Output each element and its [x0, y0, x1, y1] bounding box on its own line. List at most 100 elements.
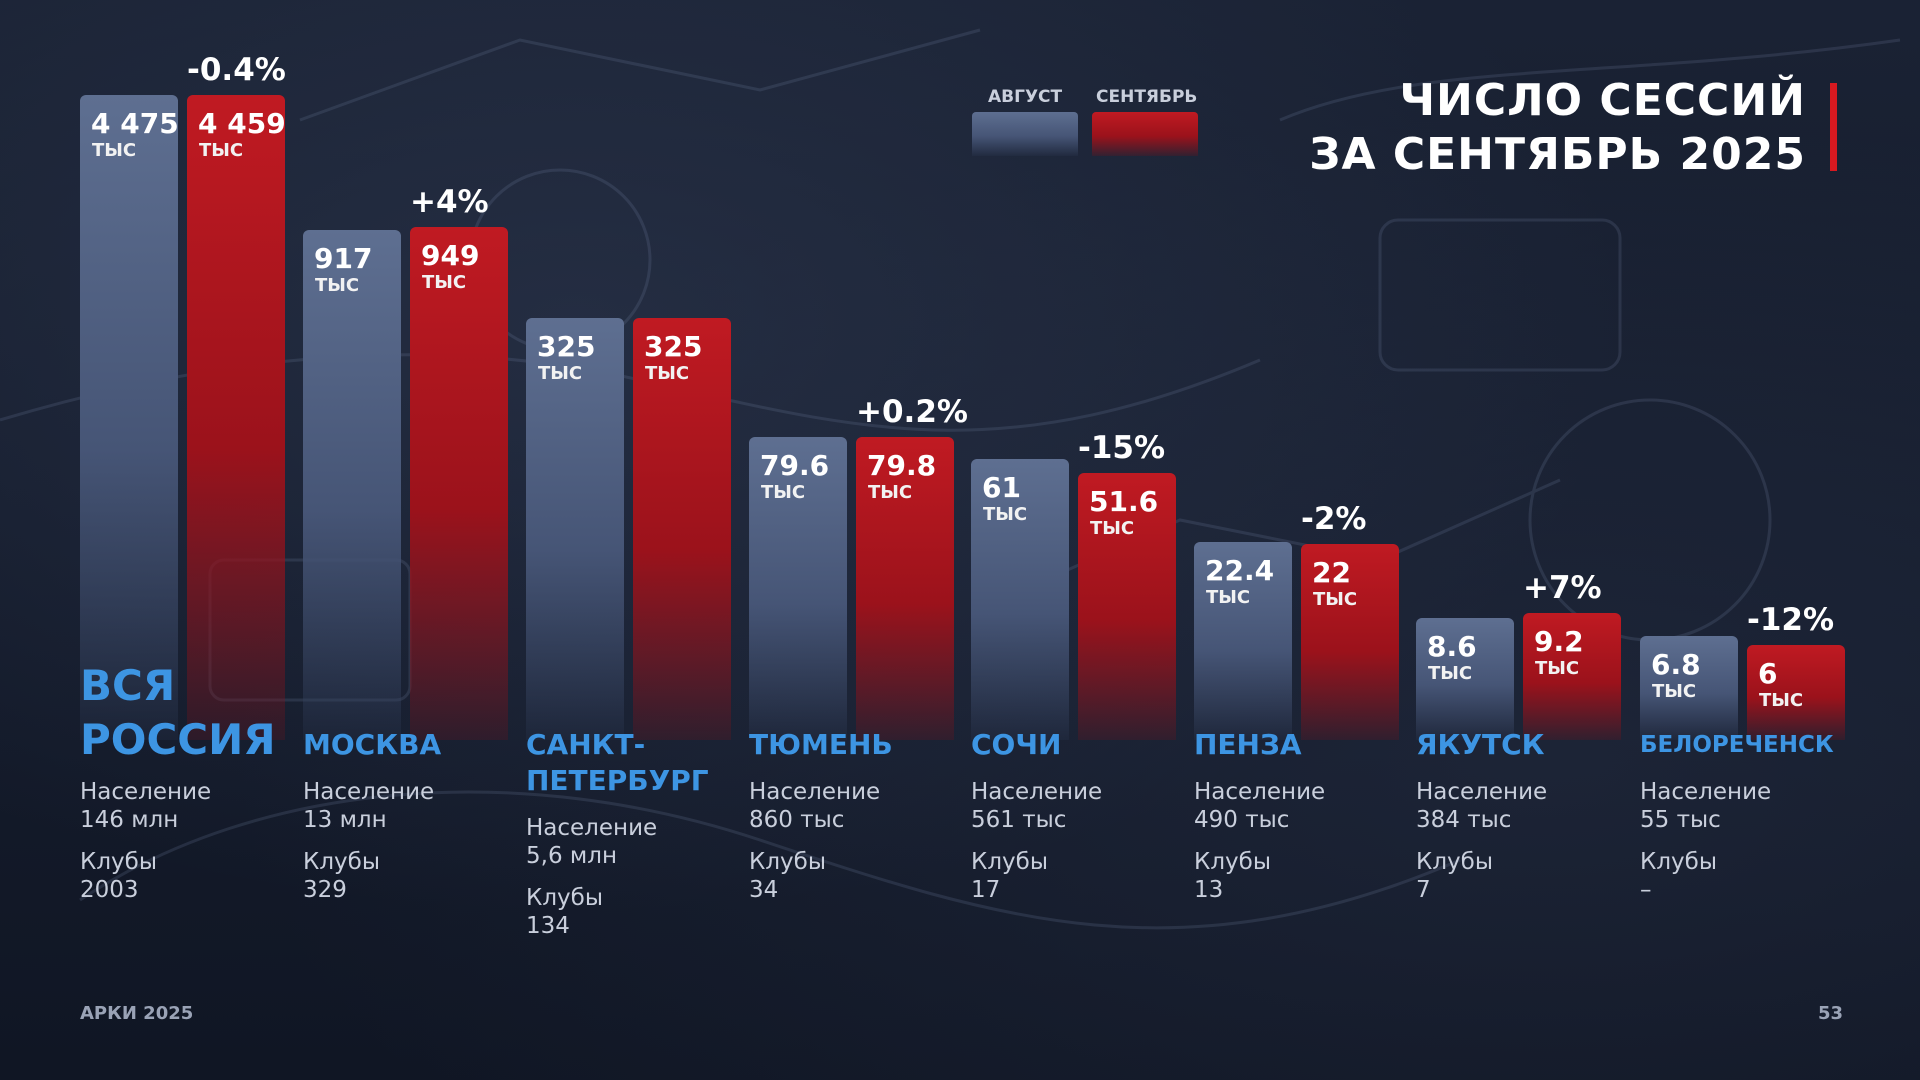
- clubs-label: Клубы: [80, 849, 157, 875]
- city-name: МОСКВА: [303, 728, 442, 761]
- city-name: ПЕНЗА: [1194, 728, 1302, 761]
- bar-august: [1194, 542, 1292, 740]
- bar-unit-august: ТЫС: [1652, 680, 1697, 702]
- city-name-line-2: ПЕТЕРБУРГ: [526, 764, 709, 797]
- title-accent-bar: [1830, 83, 1837, 171]
- bar-value-august: 8.6: [1427, 630, 1477, 664]
- population-label: Население: [971, 779, 1103, 805]
- bar-value-september: 6: [1758, 657, 1778, 690]
- bar-unit-september: ТЫС: [1759, 690, 1804, 711]
- bar-value-august: 6.8: [1651, 647, 1701, 681]
- bar-value-september: 4 459: [198, 107, 286, 141]
- page-title-line-1: ЧИСЛО СЕССИЙ: [1399, 75, 1806, 126]
- bar-september: [410, 226, 508, 740]
- population-value: 13 млн: [303, 807, 387, 833]
- population-label: Население: [80, 779, 212, 805]
- clubs-value: 134: [526, 913, 570, 939]
- clubs-value: 13: [1194, 877, 1224, 903]
- bar-unit-september: ТЫС: [1535, 657, 1580, 679]
- population-value: 561 тыс: [971, 807, 1067, 833]
- bar-unit-august: ТЫС: [538, 363, 583, 384]
- clubs-value: 34: [749, 877, 779, 903]
- change-percent: -2%: [1301, 500, 1367, 537]
- bar-unit-september: ТЫС: [1090, 518, 1135, 540]
- legend-august-label: АВГУСТ: [988, 87, 1063, 107]
- population-label: Население: [749, 779, 881, 805]
- bar-august: [526, 318, 624, 740]
- clubs-label: Клубы: [1416, 849, 1493, 875]
- bar-august: [1416, 618, 1514, 740]
- clubs-value: 2003: [80, 877, 139, 903]
- change-percent: -0.4%: [187, 52, 286, 89]
- bar-unit-september: ТЫС: [422, 271, 467, 293]
- bar-september: [633, 318, 731, 740]
- bar-august: [971, 459, 1069, 740]
- bar-unit-september: ТЫС: [645, 363, 690, 384]
- legend-august-swatch: [972, 112, 1078, 156]
- bar-value-september: 9.2: [1534, 624, 1584, 658]
- clubs-value: 329: [303, 877, 347, 903]
- bar-unit-august: ТЫС: [983, 504, 1028, 526]
- population-value: 55 тыс: [1640, 807, 1721, 833]
- population-value: 5,6 млн: [526, 843, 617, 869]
- clubs-label: Клубы: [971, 849, 1048, 875]
- clubs-label: Клубы: [1640, 849, 1717, 875]
- bar-august: [1640, 635, 1738, 740]
- bar-value-september: 22: [1312, 555, 1351, 589]
- clubs-label: Клубы: [749, 849, 826, 875]
- bar-unit-september: ТЫС: [868, 481, 913, 503]
- population-value: 860 тыс: [749, 807, 845, 833]
- bar-unit-august: ТЫС: [1206, 587, 1251, 609]
- clubs-label: Клубы: [303, 849, 380, 875]
- population-label: Население: [526, 815, 658, 841]
- bar-value-september: 79.8: [867, 448, 937, 482]
- bar-value-august: 4 475: [91, 107, 179, 140]
- footer-label: АРКИ 2025: [80, 1003, 194, 1024]
- change-percent: +7%: [1523, 569, 1602, 606]
- legend-september-label: СЕНТЯБРЬ: [1096, 87, 1198, 107]
- population-label: Население: [1416, 779, 1548, 805]
- bar-unit-september: ТЫС: [199, 140, 244, 162]
- change-percent: -12%: [1747, 602, 1835, 638]
- bar-value-september: 325: [644, 330, 703, 363]
- population-label: Население: [1194, 779, 1326, 805]
- bar-september: [1078, 473, 1176, 740]
- bar-value-august: 22.4: [1205, 554, 1275, 588]
- city-name: ТЮМЕНЬ: [749, 728, 893, 761]
- population-label: Население: [1640, 779, 1772, 805]
- bar-august: [303, 229, 401, 740]
- bar-august: [80, 95, 178, 740]
- clubs-value: –: [1640, 877, 1652, 903]
- bar-september: [187, 95, 285, 740]
- population-value: 146 млн: [80, 807, 179, 833]
- bar-value-august: 325: [537, 330, 596, 363]
- clubs-value: 17: [971, 877, 1001, 903]
- bar-value-september: 949: [421, 238, 480, 272]
- bar-september: [1523, 612, 1621, 740]
- bar-value-august: 61: [982, 471, 1021, 505]
- city-name: СОЧИ: [971, 728, 1062, 761]
- city-name: БЕЛОРЕЧЕНСК: [1640, 732, 1834, 758]
- clubs-label: Клубы: [1194, 849, 1271, 875]
- population-label: Население: [303, 779, 435, 805]
- bar-september: [1301, 543, 1399, 740]
- page-number: 53: [1818, 1003, 1844, 1024]
- bar-unit-september: ТЫС: [1313, 588, 1358, 610]
- bar-unit-august: ТЫС: [761, 481, 806, 503]
- bar-unit-august: ТЫС: [1428, 663, 1473, 685]
- bar-value-august: 917: [314, 241, 373, 275]
- bar-unit-august: ТЫС: [92, 140, 137, 161]
- legend-september-swatch: [1092, 112, 1198, 156]
- clubs-label: Клубы: [526, 885, 603, 911]
- bar-value-september: 51.6: [1089, 485, 1159, 519]
- city-name: ВСЯ: [80, 661, 176, 710]
- population-value: 384 тыс: [1416, 807, 1512, 833]
- bar-september: [856, 436, 954, 740]
- change-percent: -15%: [1078, 430, 1166, 467]
- change-percent: +0.2%: [856, 393, 968, 430]
- clubs-value: 7: [1416, 877, 1431, 903]
- page-title-line-2: ЗА СЕНТЯБРЬ 2025: [1309, 129, 1806, 180]
- change-percent: +4%: [410, 183, 489, 220]
- city-name: САНКТ-: [526, 728, 646, 761]
- city-name-line-2: РОССИЯ: [80, 715, 276, 764]
